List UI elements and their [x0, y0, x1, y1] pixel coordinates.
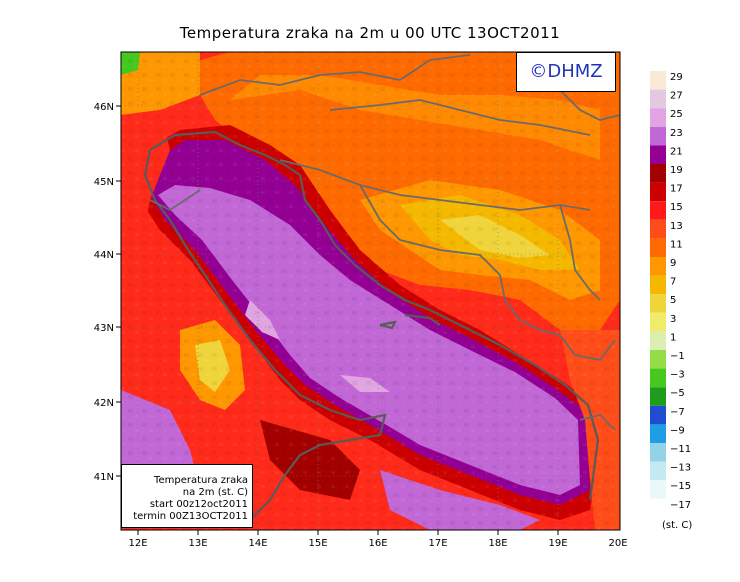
legend-swatch [650, 108, 666, 127]
map-frame [120, 51, 621, 531]
legend-label: 11 [670, 239, 683, 250]
lon-label-18e: 18E [488, 538, 507, 549]
legend-label: −15 [670, 481, 691, 492]
legend-label: 17 [670, 184, 683, 195]
legend-label: 21 [670, 146, 683, 157]
legend-swatch [650, 294, 666, 313]
legend-swatch [650, 424, 666, 443]
color-legend: 29 27 25 23 21 19 17 15 13 11 9 7 5 3 1 −1 −3 −5 −7 −9 −11 −1… [650, 71, 692, 531]
legend-label: −5 [670, 388, 685, 399]
lon-label-14e: 14E [248, 538, 267, 549]
legend-swatch [650, 219, 666, 239]
legend-swatch [650, 498, 666, 518]
legend-swatch [650, 443, 666, 462]
legend-label: −11 [670, 444, 691, 455]
lon-label-20e: 20E [608, 538, 627, 549]
legend-label: −3 [670, 370, 685, 381]
lon-label-12e: 12E [128, 538, 147, 549]
lon-label-17e: 17E [428, 538, 447, 549]
legend-label: 9 [670, 258, 676, 269]
legend-swatch [650, 275, 666, 295]
legend-label: 1 [670, 332, 676, 343]
lat-label-43n: 43N [94, 323, 114, 334]
info-box: Temperatura zraka na 2m (st. C) start 00… [121, 464, 253, 528]
legend-swatch [650, 238, 666, 257]
lat-label-44n: 44N [94, 250, 114, 261]
legend-swatch [650, 312, 666, 332]
dhmz-copyright: ©DHMZ [516, 52, 616, 92]
legend-swatch [650, 71, 666, 90]
legend-swatch [650, 368, 666, 388]
info-line-3: start 00z12oct2011 [149, 499, 248, 510]
lon-label-15e: 15E [308, 538, 327, 549]
legend-label: 3 [670, 314, 676, 325]
legend-swatch [650, 164, 666, 183]
legend-swatch [650, 461, 666, 481]
lon-label-19e: 19E [548, 538, 567, 549]
lon-label-13e: 13E [188, 538, 207, 549]
legend-swatch [650, 350, 666, 369]
legend-swatch [650, 387, 666, 406]
texture-overlay [121, 52, 620, 530]
legend-label: 25 [670, 109, 683, 120]
legend-label: 7 [670, 277, 676, 288]
legend-label: 29 [670, 72, 683, 83]
legend-label: −9 [670, 425, 685, 436]
legend-swatch [650, 331, 666, 350]
legend-label: 19 [670, 165, 683, 176]
axis-ticks [116, 105, 559, 535]
legend-swatch [650, 89, 666, 109]
legend-label: 23 [670, 128, 683, 139]
info-line-1: Temperatura zraka [154, 475, 248, 486]
legend-swatch [650, 145, 666, 164]
legend-label: −13 [670, 463, 691, 474]
legend-swatch [650, 257, 666, 276]
legend-swatch [650, 405, 666, 425]
info-line-4: termin 00Z13OCT2011 [133, 511, 248, 522]
legend-unit: (st. C) [662, 520, 692, 531]
legend-swatch [650, 480, 666, 499]
lat-label-42n: 42N [94, 398, 114, 409]
lat-label-46n: 46N [94, 102, 114, 113]
legend-label: −1 [670, 351, 685, 362]
lon-label-16e: 16E [368, 538, 387, 549]
coastline [143, 130, 600, 521]
legend-label: 5 [670, 295, 676, 306]
lat-label-45n: 45N [94, 177, 114, 188]
legend-label: −17 [670, 500, 691, 511]
legend-label: 13 [670, 221, 683, 232]
info-line-2: na 2m (st. C) [182, 487, 248, 498]
legend-label: −7 [670, 407, 685, 418]
legend-swatch [650, 201, 666, 220]
legend-swatch [650, 126, 666, 146]
legend-swatch [650, 182, 666, 202]
legend-label: 15 [670, 202, 683, 213]
legend-label: 27 [670, 91, 683, 102]
map-title: Temperatura zraka na 2m u 00 UTC 13OCT20… [179, 24, 561, 42]
lat-label-41n: 41N [94, 472, 114, 483]
